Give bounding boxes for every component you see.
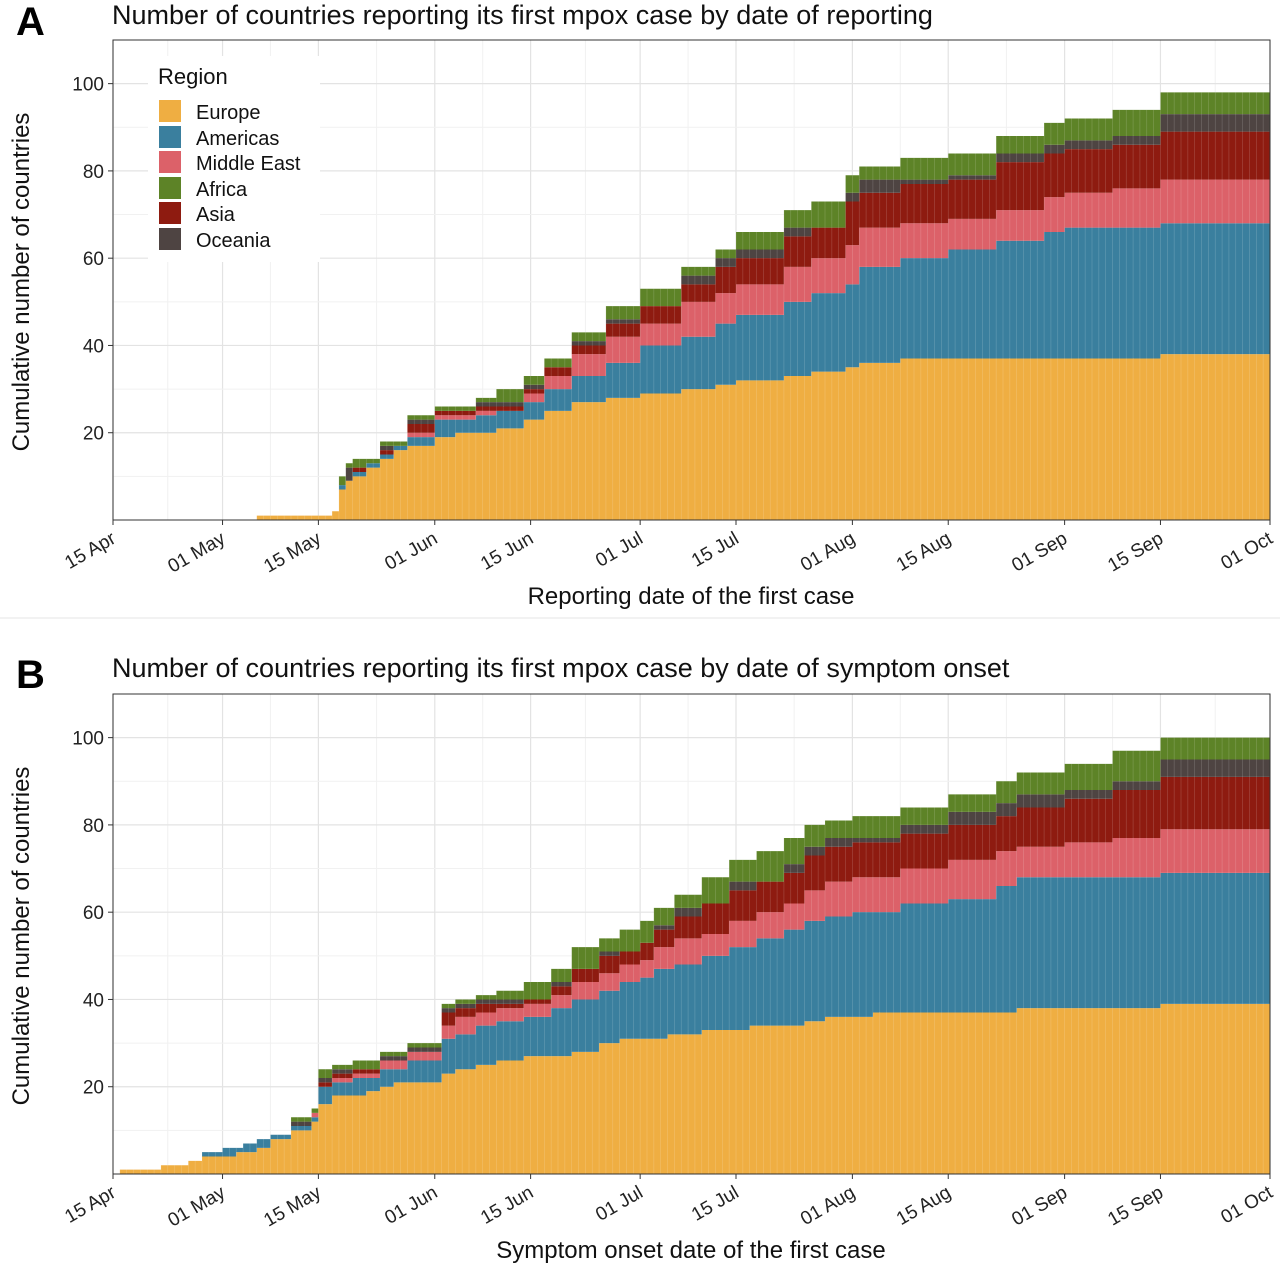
panel-b-x-axis-title: Symptom onset date of the first case	[496, 1237, 886, 1264]
legend-swatch-europe	[159, 100, 181, 122]
legend-label-africa: Africa	[196, 179, 248, 201]
legend-label-oceania: Oceania	[196, 230, 271, 252]
panel-b-y-tick-label: 60	[83, 903, 104, 924]
legend-swatch-africa	[159, 177, 181, 199]
legend-swatch-asia	[159, 202, 181, 224]
legend-label-americas: Americas	[196, 128, 279, 150]
panel-b-stacked-bars	[119, 737, 1271, 1174]
panel-b-y-tick-label: 100	[72, 729, 104, 750]
panel-b-y-tick-label: 80	[83, 816, 104, 837]
panel-b-y-tick-label: 40	[83, 990, 104, 1011]
legend-label-middle-east: Middle East	[196, 153, 301, 175]
panel-a-series-americas	[338, 223, 1270, 490]
legend-title: Region	[158, 64, 228, 89]
panel-a-x-axis-title: Reporting date of the first case	[528, 583, 855, 610]
panel-a-plot-border	[112, 39, 1271, 521]
panel-a-y-tick-label: 20	[83, 424, 104, 445]
panel-b-y-axis: 20 40 60 80 100	[72, 729, 113, 1099]
panel-a-series-middle-east	[407, 179, 1270, 438]
panel-a-stacked-bars	[256, 92, 1270, 520]
panel-b-plot-border	[112, 693, 1271, 1175]
panel-a-series-europe	[256, 354, 1270, 520]
panel-a-bar-dividers	[256, 92, 1264, 520]
panel-a-y-tick-label: 60	[83, 249, 104, 270]
panel-a-series-asia	[352, 131, 1270, 472]
legend-label-asia: Asia	[196, 204, 236, 226]
legend: Region Europe Americas Middle East Afric…	[148, 56, 320, 262]
legend-swatch-middle-east	[159, 151, 181, 173]
panel-b-title: Number of countries reporting its first …	[112, 653, 1010, 683]
panel-b-series-asia	[318, 776, 1270, 1087]
panel-a-y-axis: 20 40 60 80 100	[72, 75, 113, 445]
panel-a-label: A	[16, 0, 45, 44]
panel-a-y-tick-label: 40	[83, 336, 104, 357]
panel-b-series-europe	[119, 1003, 1271, 1174]
panel-a-y-tick-label: 100	[72, 75, 104, 96]
panel-b-y-tick-label: 20	[83, 1078, 104, 1099]
legend-label-europe: Europe	[196, 102, 261, 124]
panel-a-y-tick-label: 80	[83, 162, 104, 183]
panel-b-bar-dividers	[119, 737, 1264, 1174]
panel-b: B Number of countries reporting its firs…	[8, 653, 1277, 1264]
panel-a-title: Number of countries reporting its first …	[112, 0, 933, 30]
panel-b-series-middle-east	[311, 829, 1270, 1118]
panel-a-y-axis-title: Cumulative number of countries	[8, 113, 35, 452]
panel-b-label: B	[16, 653, 45, 697]
panel-a: A Number of countries reporting its firs…	[8, 0, 1277, 610]
panel-b-series-americas	[202, 872, 1270, 1157]
legend-swatch-oceania	[159, 228, 181, 250]
panel-b-y-axis-title: Cumulative number of countries	[8, 767, 35, 1106]
legend-swatch-americas	[159, 126, 181, 148]
